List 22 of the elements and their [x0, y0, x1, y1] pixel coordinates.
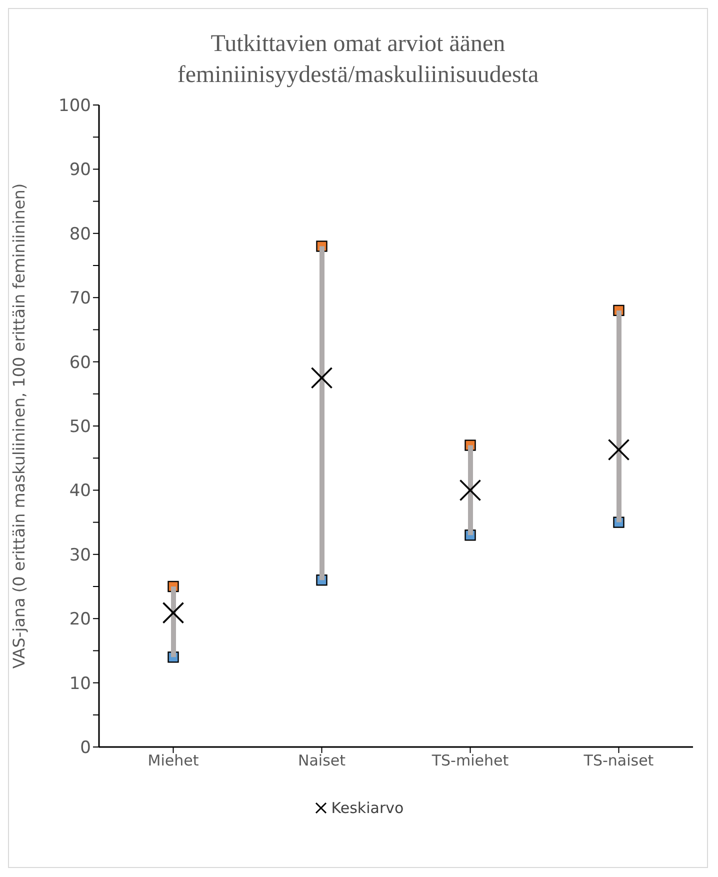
y-tick-label: 0: [80, 738, 91, 758]
legend-label: Keskiarvo: [331, 799, 404, 817]
y-axis-title: VAS-jana (0 erittäin maskuliininen, 100 erittäin feminiininen): [10, 183, 29, 669]
bar: [468, 445, 473, 536]
bar: [171, 586, 176, 658]
x-tick-label: TS-naiset: [582, 752, 654, 770]
y-tick-label: 40: [69, 481, 91, 502]
x-tick-label: TS-miehet: [430, 752, 509, 770]
y-tick-label: 90: [69, 160, 91, 180]
x-tick-label: Miehet: [148, 752, 199, 770]
y-tick-label: 60: [69, 352, 91, 373]
y-tick-label: 70: [69, 288, 91, 309]
y-tick-label: 50: [69, 417, 91, 438]
y-tick-label: 100: [58, 96, 91, 116]
x-tick-label: Naiset: [298, 752, 346, 770]
y-tick-label: 80: [69, 224, 91, 244]
bar: [320, 246, 324, 580]
y-tick-label: 30: [69, 545, 91, 566]
bar: [616, 310, 622, 522]
y-tick-label: 10: [69, 674, 91, 694]
y-tick-label: 20: [69, 610, 91, 630]
chart-title: Tutkittavien omat arviot äänen feminiinisyydestä/maskuliinisuudesta: [176, 30, 540, 90]
